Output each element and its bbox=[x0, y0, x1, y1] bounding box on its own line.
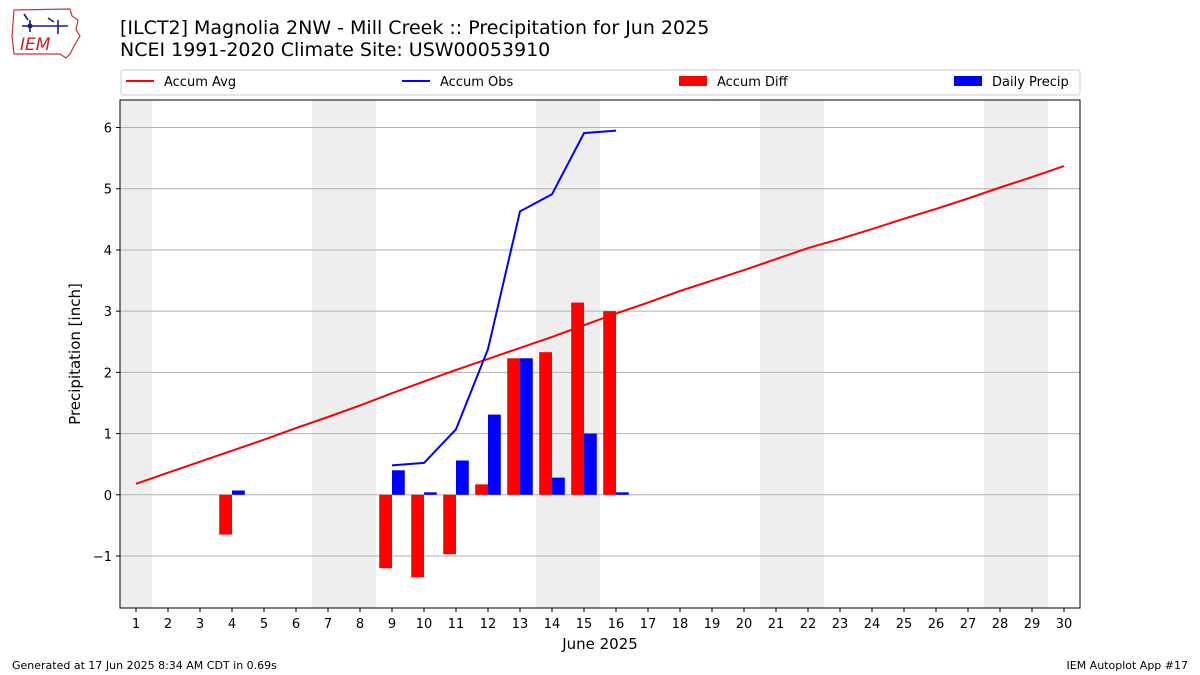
y-gridlines bbox=[120, 127, 1080, 557]
x-axis: 1 2 3 4 5 6 7 8 9 10 11 12 13 14 15 16 17 18 19 20 21 22 23 24 2… bbox=[132, 608, 1072, 632]
y-tick-label: 3 bbox=[104, 305, 112, 320]
x-tick-label: 17 bbox=[640, 617, 657, 632]
lines bbox=[135, 129, 1065, 485]
plot-frame bbox=[119, 99, 1081, 609]
weekend-band bbox=[1016, 100, 1048, 608]
station-dot bbox=[27, 23, 33, 29]
x-tick-label: 25 bbox=[896, 617, 913, 632]
y-tick-label: −1 bbox=[93, 550, 112, 565]
y-tick-label: 1 bbox=[104, 428, 112, 443]
accum-diff-bar bbox=[219, 494, 232, 535]
generated-timestamp: Generated at 17 Jun 2025 8:34 AM CDT in … bbox=[12, 659, 277, 672]
x-tick-label: 2 bbox=[164, 617, 172, 632]
x-tick-label: 23 bbox=[832, 617, 849, 632]
accum-avg-line bbox=[135, 165, 1065, 485]
x-tick-label: 26 bbox=[928, 617, 945, 632]
accum-obs-line bbox=[391, 129, 617, 467]
accum-diff-bar bbox=[379, 494, 392, 569]
logo-text: IEM bbox=[20, 35, 51, 55]
x-tick-label: 10 bbox=[416, 617, 433, 632]
x-tick-label: 15 bbox=[576, 617, 593, 632]
daily-precip-bar bbox=[552, 477, 565, 495]
x-tick-label: 4 bbox=[228, 617, 236, 632]
chart-title: [ILCT2] Magnolia 2NW - Mill Creek :: Pre… bbox=[120, 17, 710, 39]
legend-label-daily-precip: Daily Precip bbox=[992, 75, 1069, 90]
x-tick-label: 7 bbox=[324, 617, 332, 632]
daily-precip-bar bbox=[584, 433, 597, 495]
accum-diff-bar bbox=[443, 494, 456, 555]
legend-label-accum-avg: Accum Avg bbox=[164, 75, 236, 90]
weekend-band bbox=[792, 100, 824, 608]
x-tick-label: 19 bbox=[704, 617, 721, 632]
y-tick-label: 5 bbox=[104, 183, 112, 198]
x-tick-label: 13 bbox=[512, 617, 529, 632]
accum-diff-bar bbox=[475, 484, 488, 495]
x-tick-label: 24 bbox=[864, 617, 881, 632]
x-tick-label: 12 bbox=[480, 617, 497, 632]
daily-precip-bar bbox=[616, 492, 629, 495]
weekend-band bbox=[984, 100, 1016, 608]
daily-precip-bar bbox=[232, 490, 245, 495]
daily-precip-bar bbox=[520, 358, 533, 495]
daily-precip-bar bbox=[392, 470, 405, 495]
x-tick-label: 18 bbox=[672, 617, 689, 632]
legend-label-accum-diff: Accum Diff bbox=[717, 75, 789, 90]
chart-subtitle: NCEI 1991-2020 Climate Site: USW00053910 bbox=[120, 39, 551, 61]
legend: Accum Avg Accum Obs Accum Diff Daily Pre… bbox=[120, 69, 1081, 96]
x-tick-label: 22 bbox=[800, 617, 817, 632]
x-tick-label: 8 bbox=[356, 617, 364, 632]
legend-frame bbox=[120, 69, 1081, 96]
daily-precip-bar bbox=[488, 414, 501, 495]
weekend-band bbox=[120, 100, 152, 608]
y-tick-label: 6 bbox=[104, 122, 112, 137]
y-tick-label: 2 bbox=[104, 366, 112, 381]
x-tick-label: 11 bbox=[448, 617, 465, 632]
accum-diff-bar bbox=[507, 358, 520, 495]
app-label: IEM Autoplot App #17 bbox=[1066, 659, 1189, 672]
legend-swatch-daily-precip bbox=[954, 76, 982, 86]
x-tick-label: 16 bbox=[608, 617, 625, 632]
accum-diff-bar bbox=[571, 302, 584, 495]
weekend-band bbox=[312, 100, 344, 608]
weekend-band bbox=[344, 100, 376, 608]
x-tick-label: 29 bbox=[1024, 617, 1041, 632]
legend-label-accum-obs: Accum Obs bbox=[440, 75, 513, 90]
y-tick-label: 4 bbox=[104, 244, 112, 259]
x-axis-label: June 2025 bbox=[561, 635, 638, 653]
daily-precip-bar bbox=[456, 460, 469, 495]
iem-logo: IEM bbox=[11, 8, 81, 59]
x-tick-label: 1 bbox=[132, 617, 140, 632]
iowa-map-outline bbox=[11, 8, 81, 59]
weekend-band bbox=[760, 100, 792, 608]
accum-diff-bar bbox=[603, 311, 616, 495]
x-tick-label: 9 bbox=[388, 617, 396, 632]
x-tick-label: 5 bbox=[260, 617, 268, 632]
x-tick-label: 3 bbox=[196, 617, 204, 632]
y-axis-label: Precipitation [inch] bbox=[66, 283, 84, 425]
y-tick-label: 0 bbox=[104, 489, 112, 504]
x-tick-label: 27 bbox=[960, 617, 977, 632]
x-tick-label: 30 bbox=[1056, 617, 1073, 632]
x-tick-label: 21 bbox=[768, 617, 785, 632]
x-tick-label: 28 bbox=[992, 617, 1009, 632]
accum-diff-bar bbox=[411, 494, 424, 578]
x-tick-label: 14 bbox=[544, 617, 561, 632]
accum-diff-bar bbox=[539, 352, 552, 495]
bars bbox=[219, 302, 629, 578]
x-tick-label: 20 bbox=[736, 617, 753, 632]
legend-swatch-accum-diff bbox=[679, 76, 707, 86]
x-tick-label: 6 bbox=[292, 617, 300, 632]
daily-precip-bar bbox=[424, 492, 437, 495]
y-axis: −1 0 1 2 3 4 5 6 bbox=[93, 122, 120, 565]
